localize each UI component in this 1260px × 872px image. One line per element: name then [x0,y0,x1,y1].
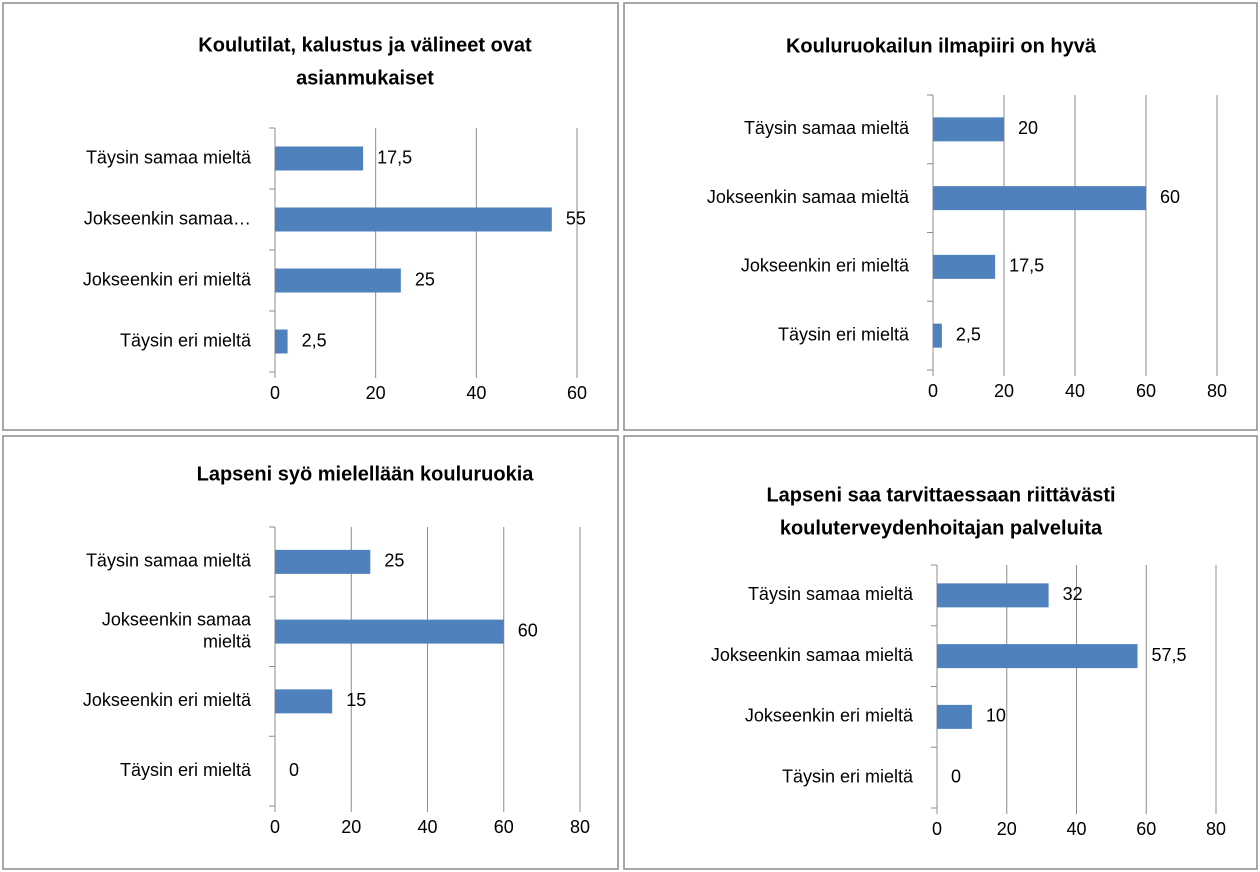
x-tick-label: 60 [494,817,514,837]
data-label: 15 [346,690,366,710]
x-tick-label: 40 [1066,819,1086,839]
x-tick-label: 80 [1207,381,1227,401]
data-label: 0 [951,766,961,786]
y-tick-label: Jokseenkin eri mieltä [745,706,914,726]
y-tick-label: Täysin eri mieltä [120,330,252,350]
data-label: 25 [415,269,435,289]
y-tick-label: Jokseenkin eri mieltä [741,256,910,276]
bar [937,644,1138,669]
bar [937,704,972,729]
x-tick-label: 0 [270,383,280,403]
x-tick-label: 0 [270,817,280,837]
x-tick-label: 0 [928,381,938,401]
bar [275,619,504,644]
bar [275,207,552,232]
bar [275,146,364,171]
y-tick-label: Jokseenkin eri mieltä [83,269,252,289]
chart-title: Koulutilat, kalustus ja välineet ovat asi… [198,35,532,90]
x-tick-label: 80 [1206,819,1226,839]
x-tick-label: 20 [341,817,361,837]
data-label: 57,5 [1152,645,1187,665]
panel [623,2,1258,431]
data-label: 17,5 [377,147,412,167]
data-label: 2,5 [302,330,327,350]
chart-title: Lapseni saa tarvittaessaan riittävästi ko… [766,485,1115,540]
x-tick-label: 20 [994,381,1014,401]
bar [933,323,942,348]
x-tick-label: 20 [366,383,386,403]
y-tick-label: Jokseenkin samaa… [84,208,251,228]
bar [275,268,401,293]
bar [937,583,1049,608]
x-tick-label: 60 [567,383,587,403]
data-label: 10 [986,706,1006,726]
y-tick-label: Täysin samaa mieltä [748,584,914,604]
y-tick-label: Täysin samaa mieltä [86,147,252,167]
x-tick-label: 40 [466,383,486,403]
y-tick-label: Täysin eri mieltä [120,760,252,780]
chart-title: Lapseni syö mielellään kouluruokia [197,463,535,485]
data-label: 17,5 [1009,256,1044,276]
data-label: 55 [566,208,586,228]
x-tick-label: 60 [1136,819,1156,839]
y-tick-label: Täysin samaa mieltä [86,551,252,571]
x-tick-label: 40 [417,817,437,837]
panel [2,435,619,870]
x-tick-label: 80 [570,817,590,837]
chart-title: Kouluruokailun ilmapiiri on hyvä [786,35,1097,57]
x-tick-label: 0 [932,819,942,839]
x-tick-label: 40 [1065,381,1085,401]
bar [933,186,1146,211]
data-label: 60 [518,620,538,640]
y-tick-label: Jokseenkin eri mieltä [83,690,252,710]
bar [275,329,288,354]
y-tick-label: Täysin eri mieltä [778,324,910,344]
data-label: 25 [384,551,404,571]
y-tick-label: Jokseenkin samaa mieltä [102,609,252,651]
data-label: 32 [1063,584,1083,604]
bar [933,254,996,279]
bar [933,117,1004,142]
bar [275,549,371,574]
y-tick-label: Jokseenkin samaa mieltä [707,187,910,207]
x-tick-label: 60 [1136,381,1156,401]
data-label: 2,5 [956,324,981,344]
y-tick-label: Täysin eri mieltä [782,766,914,786]
bar [275,689,333,714]
y-tick-label: Täysin samaa mieltä [744,118,910,138]
data-label: 20 [1018,118,1038,138]
y-tick-label: Jokseenkin samaa mieltä [711,645,914,665]
data-label: 60 [1160,187,1180,207]
x-tick-label: 20 [997,819,1017,839]
data-label: 0 [289,760,299,780]
